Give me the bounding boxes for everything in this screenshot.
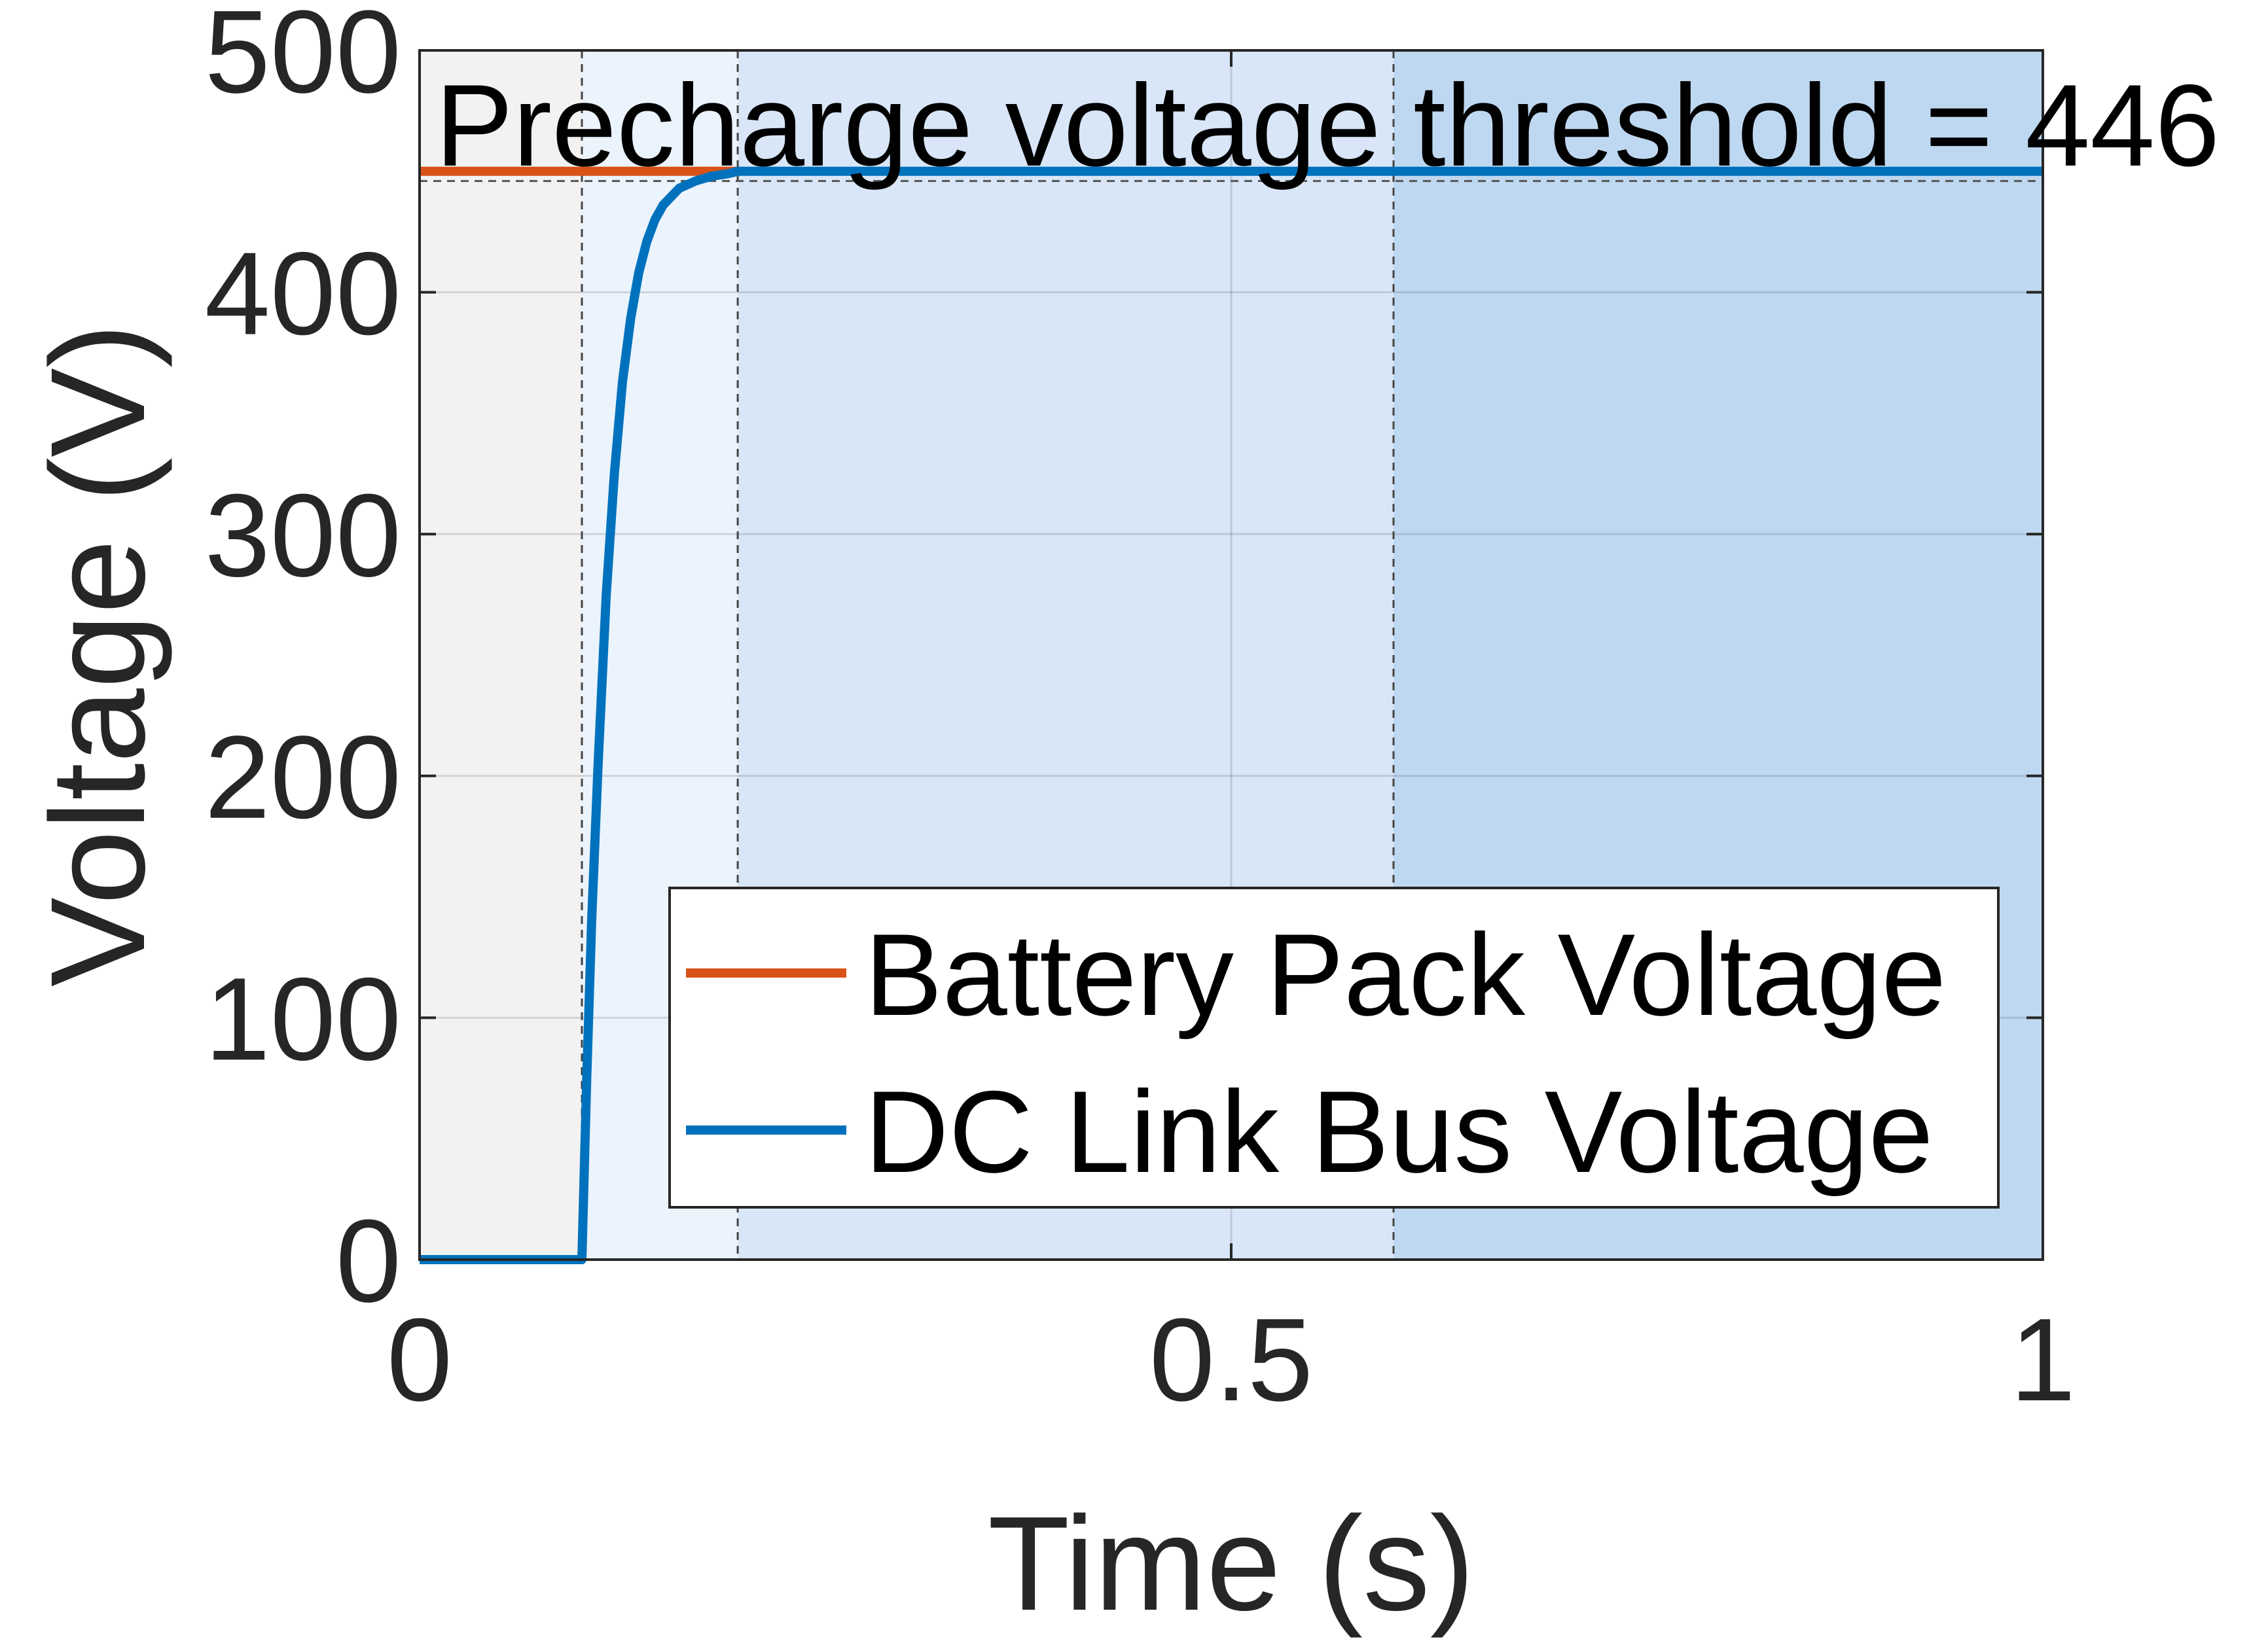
y-tick-label-0: 0 (336, 1195, 401, 1327)
region-0 (420, 50, 582, 1260)
x-tick-label-0: 0 (387, 1294, 452, 1426)
threshold-annotation: Precharge voltage threshold = 446 (435, 60, 2220, 190)
legend: Battery Pack Voltage DC Link Bus Voltage (668, 887, 2000, 1209)
y-tick-label-5: 500 (205, 0, 401, 118)
y-tick-label-2: 200 (205, 712, 401, 843)
x-tick-label-2: 1 (2010, 1294, 2076, 1426)
x-axis-title: Time (s) (988, 1489, 1475, 1638)
y-tick-label-3: 300 (205, 470, 401, 601)
tick-labels: 0 100 200 300 400 500 0 0.5 1 (205, 0, 2076, 1426)
y-axis-title: Voltage (V) (23, 323, 173, 987)
legend-label-battery: Battery Pack Voltage (865, 910, 1946, 1040)
axes-frame (418, 49, 2044, 1261)
legend-label-dc-link: DC Link Bus Voltage (865, 1067, 1934, 1197)
y-tick-label-4: 400 (205, 228, 401, 360)
y-tick-label-1: 100 (205, 953, 401, 1085)
x-tick-label-1: 0.5 (1149, 1294, 1313, 1426)
legend-box (668, 887, 2000, 1209)
series-lines (420, 166, 2043, 1264)
series-line-dc-link (420, 166, 2043, 1264)
